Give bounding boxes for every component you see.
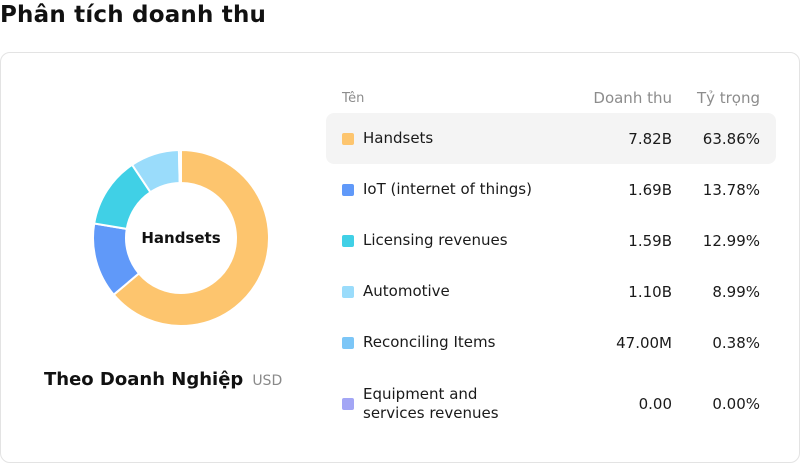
row-share: 0.00% xyxy=(712,394,760,413)
row-name: Equipment and services revenues xyxy=(363,384,499,422)
legend-swatch xyxy=(342,285,354,298)
table-row[interactable]: Equipment and services revenues 0.00 0.0… xyxy=(326,368,776,439)
row-revenue: 7.82B xyxy=(628,129,672,148)
chart-caption: Theo Doanh Nghiệp USD xyxy=(44,369,282,390)
table-row[interactable]: Handsets 7.82B 63.86% xyxy=(326,113,776,164)
legend-swatch xyxy=(342,183,354,196)
legend-swatch xyxy=(342,132,354,145)
table-row[interactable]: Licensing revenues 1.59B 12.99% xyxy=(326,215,776,266)
page-title: Phân tích doanh thu xyxy=(0,2,267,28)
row-revenue: 1.59B xyxy=(628,231,672,250)
row-share: 8.99% xyxy=(712,282,760,301)
revenue-table: Tên Doanh thu Tỷ trọng Handsets 7.82B 63… xyxy=(326,83,776,439)
donut-center-label: Handsets xyxy=(141,229,221,247)
row-name: Reconciling Items xyxy=(363,333,496,351)
row-name: IoT (internet of things) xyxy=(363,180,532,198)
row-revenue: 47.00M xyxy=(616,333,672,352)
header-name: Tên xyxy=(342,90,365,106)
row-share: 0.38% xyxy=(712,333,760,352)
row-name: Handsets xyxy=(363,129,434,147)
row-revenue: 1.10B xyxy=(628,282,672,301)
header-revenue: Doanh thu xyxy=(593,89,672,107)
header-share: Tỷ trọng xyxy=(696,89,760,107)
row-share: 63.86% xyxy=(702,129,760,148)
donut-slice-0[interactable] xyxy=(112,148,270,327)
row-name: Automotive xyxy=(363,282,450,300)
row-name: Licensing revenues xyxy=(363,231,508,249)
table-header: Tên Doanh thu Tỷ trọng xyxy=(326,83,776,113)
row-revenue: 0.00 xyxy=(638,394,672,413)
donut-svg xyxy=(92,148,270,327)
legend-swatch xyxy=(342,234,354,247)
row-share: 12.99% xyxy=(702,231,760,250)
row-share: 13.78% xyxy=(702,180,760,199)
row-revenue: 1.69B xyxy=(628,180,672,199)
chart-unit: USD xyxy=(252,373,283,389)
chart-title: Theo Doanh Nghiệp xyxy=(44,369,244,390)
revenue-card: Handsets Theo Doanh Nghiệp USD Tên Doanh… xyxy=(0,52,800,463)
legend-swatch xyxy=(342,397,354,410)
table-row[interactable]: Reconciling Items 47.00M 0.38% xyxy=(326,317,776,368)
legend-swatch xyxy=(342,336,354,349)
donut-chart: Handsets xyxy=(86,143,276,333)
table-row[interactable]: Automotive 1.10B 8.99% xyxy=(326,266,776,317)
donut-slice-4[interactable] xyxy=(177,148,182,185)
table-row[interactable]: IoT (internet of things) 1.69B 13.78% xyxy=(326,164,776,215)
